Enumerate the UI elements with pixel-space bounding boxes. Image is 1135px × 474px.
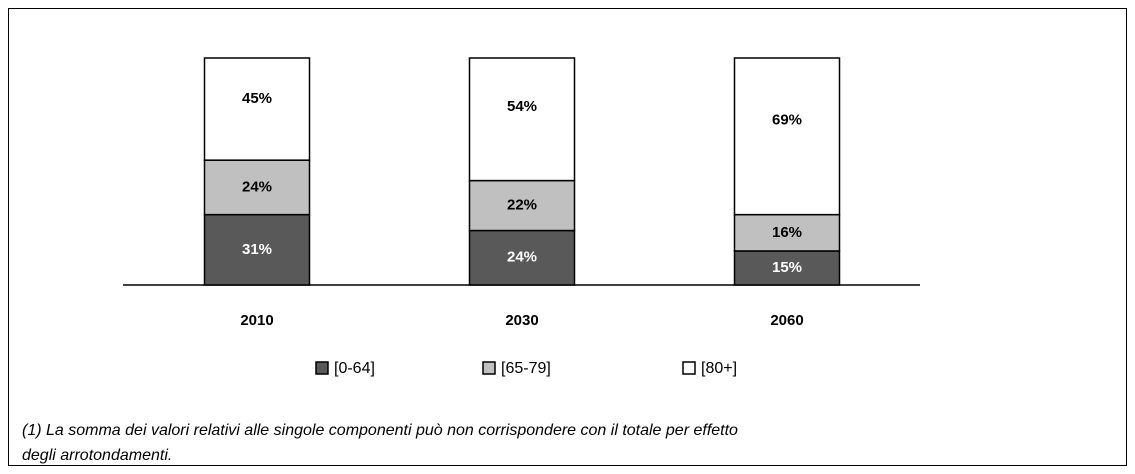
data-label: 15% (772, 259, 802, 276)
data-label: 69% (772, 112, 802, 129)
data-label: 22% (507, 197, 537, 214)
legend-label: [65-79] (501, 360, 551, 377)
data-label: 31% (242, 241, 272, 258)
legend-label: [80+] (701, 360, 737, 377)
bar-segment (468, 229, 576, 286)
x-tick-label: 2010 (240, 312, 273, 329)
data-label: 24% (507, 249, 537, 266)
data-label: 45% (242, 90, 272, 107)
legend-swatch (315, 361, 329, 375)
bar-segment (468, 57, 576, 182)
data-label: 54% (507, 98, 537, 115)
bar-segment (733, 57, 841, 216)
x-tick-label: 2030 (505, 312, 538, 329)
legend-label: [0-64] (334, 360, 375, 377)
legend-swatch (682, 361, 696, 375)
legend-swatch (482, 361, 496, 375)
bar-segment (203, 213, 311, 286)
footnote: (1) La somma dei valori relativi alle si… (22, 422, 738, 439)
bar-segment (733, 213, 841, 252)
x-tick-label: 2060 (770, 312, 803, 329)
bar-segment (468, 179, 576, 232)
data-label: 24% (242, 178, 272, 195)
bar-segment (203, 57, 311, 161)
bar-segment (733, 250, 841, 286)
footnote: degli arrotondamenti. (22, 447, 172, 464)
data-label: 16% (772, 224, 802, 241)
